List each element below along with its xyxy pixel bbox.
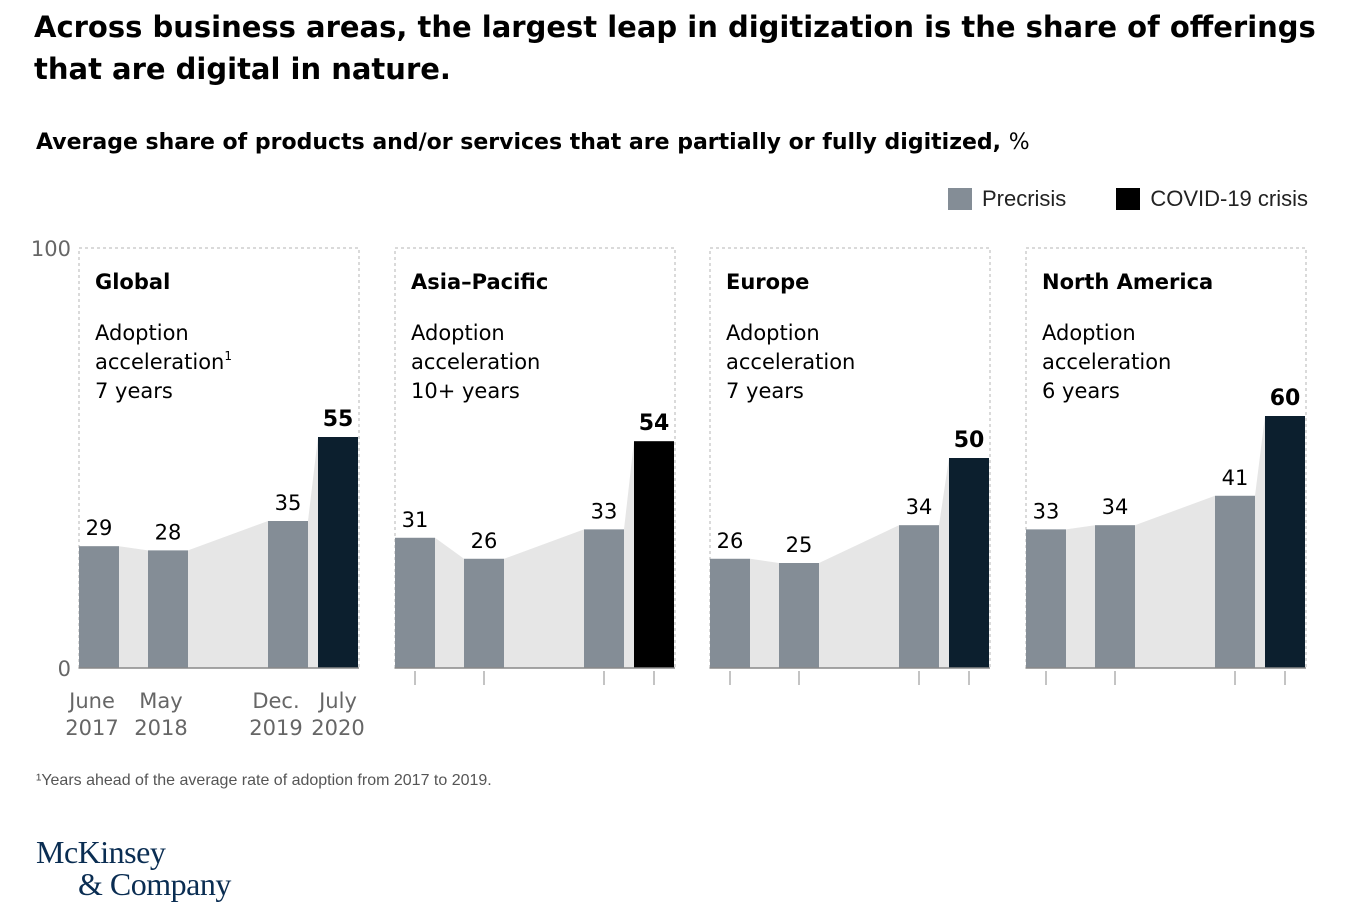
- bar-asia-pacific-2: [464, 558, 504, 668]
- trend-area-asia-pacific: [395, 441, 674, 668]
- bar-north-america-3: [1215, 495, 1255, 668]
- bar-north-america-1: [1026, 529, 1066, 668]
- trend-area-global: [79, 437, 358, 668]
- bar-value-label-north-america-4: 60: [1270, 386, 1301, 411]
- panel-frame-asia-pacific: [394, 247, 676, 668]
- panel-title-europe: Europe: [726, 270, 809, 294]
- legend: Precrisis COVID-19 crisis: [947, 186, 1308, 212]
- bar-value-label-asia-pacific-3: 33: [591, 499, 618, 523]
- chart-area: 100 0 29 28 35 55 Global Adoption acceleration1 7…: [31, 237, 1307, 740]
- bar-global-4: [318, 437, 358, 668]
- bar-value-label-north-america-2: 34: [1102, 495, 1129, 519]
- chart-title: Across business areas, the largest leap …: [34, 10, 1316, 86]
- bar-value-label-asia-pacific-1: 31: [402, 508, 429, 532]
- bar-value-label-north-america-1: 33: [1033, 499, 1060, 523]
- subtitle-text: Average share of products and/or service…: [36, 130, 1002, 155]
- panel-caption-north-america-1: Adoption: [1042, 321, 1136, 345]
- bar-value-label-north-america-3: 41: [1222, 466, 1249, 490]
- panel-caption-europe-1: Adoption: [726, 321, 820, 345]
- bar-value-label-global-2: 28: [155, 520, 182, 544]
- footnote: ¹Years ahead of the average rate of adop…: [36, 772, 492, 789]
- bar-value-label-global-1: 29: [86, 516, 113, 540]
- panel-caption-europe-3: 7 years: [726, 379, 804, 403]
- chart-subtitle: Average share of products and/or service…: [36, 130, 1030, 155]
- panel-title-global: Global: [95, 270, 170, 294]
- legend-swatch-precrisis: [947, 188, 972, 210]
- legend-item-precrisis: Precrisis: [947, 186, 1067, 212]
- bar-value-label-asia-pacific-2: 26: [471, 529, 498, 553]
- panel-title-asia-pacific: Asia–Pacific: [411, 270, 548, 294]
- bar-global-3: [268, 521, 308, 668]
- y-tick-label-100: 100: [31, 237, 71, 261]
- x-tick-label-3-line1: Dec.: [252, 689, 299, 713]
- y-tick-label-0: 0: [58, 657, 71, 681]
- x-tick-label-4-line2: 2020: [311, 716, 364, 740]
- panel-frame-europe: [709, 247, 991, 668]
- panel-caption-global-2: acceleration1: [95, 349, 232, 374]
- bar-europe-4: [949, 458, 989, 668]
- panel-caption-global-3: 7 years: [95, 379, 173, 403]
- trend-area-europe: [710, 458, 989, 668]
- legend-label-precrisis: Precrisis: [981, 186, 1067, 211]
- x-tick-label-2-line2: 2018: [134, 716, 187, 740]
- bar-value-label-europe-4: 50: [954, 428, 985, 453]
- panel-caption-europe-2: acceleration: [726, 350, 855, 374]
- bar-europe-3: [899, 525, 939, 668]
- bar-asia-pacific-3: [584, 529, 624, 668]
- mckinsey-logo: McKinsey & Company: [36, 834, 231, 902]
- panel-caption-asia-pacific-1: Adoption: [411, 321, 505, 345]
- panel-caption-asia-pacific-2: acceleration: [411, 350, 540, 374]
- bar-asia-pacific-4: [634, 441, 674, 668]
- legend-item-covid: COVID-19 crisis: [1116, 186, 1308, 212]
- bar-asia-pacific-1: [395, 537, 435, 668]
- panel-frame-north-america: [1025, 247, 1307, 668]
- bar-global-1: [79, 546, 119, 668]
- bar-value-label-global-4: 55: [323, 407, 354, 432]
- bar-europe-1: [710, 558, 750, 668]
- panel-caption-asia-pacific-3: 10+ years: [411, 379, 520, 403]
- bar-europe-2: [779, 563, 819, 668]
- x-tick-label-2-line1: May: [139, 689, 182, 713]
- bar-value-label-global-3: 35: [275, 491, 302, 515]
- bar-north-america-4: [1265, 416, 1305, 668]
- x-tick-label-3-line2: 2019: [249, 716, 302, 740]
- panel-caption-north-america-2: acceleration: [1042, 350, 1171, 374]
- panel-caption-north-america-3: 6 years: [1042, 379, 1120, 403]
- panel-frame-global: [78, 247, 360, 668]
- subtitle-unit: %: [1008, 130, 1030, 155]
- panel-caption-global-1: Adoption: [95, 321, 189, 345]
- x-tick-label-1-line1: June: [67, 689, 115, 713]
- bar-value-label-asia-pacific-4: 54: [639, 411, 670, 436]
- bar-value-label-europe-2: 25: [786, 533, 813, 557]
- trend-area-north-america: [1026, 416, 1305, 668]
- bar-value-label-europe-1: 26: [717, 529, 744, 553]
- bar-north-america-2: [1095, 525, 1135, 668]
- bar-value-label-europe-3: 34: [906, 495, 933, 519]
- x-tick-label-1-line2: 2017: [65, 716, 118, 740]
- legend-label-covid: COVID-19 crisis: [1150, 186, 1308, 211]
- bar-global-2: [148, 550, 188, 668]
- x-tick-label-4-line1: July: [317, 689, 357, 713]
- legend-swatch-covid: [1116, 188, 1141, 210]
- panel-title-north-america: North America: [1042, 270, 1213, 294]
